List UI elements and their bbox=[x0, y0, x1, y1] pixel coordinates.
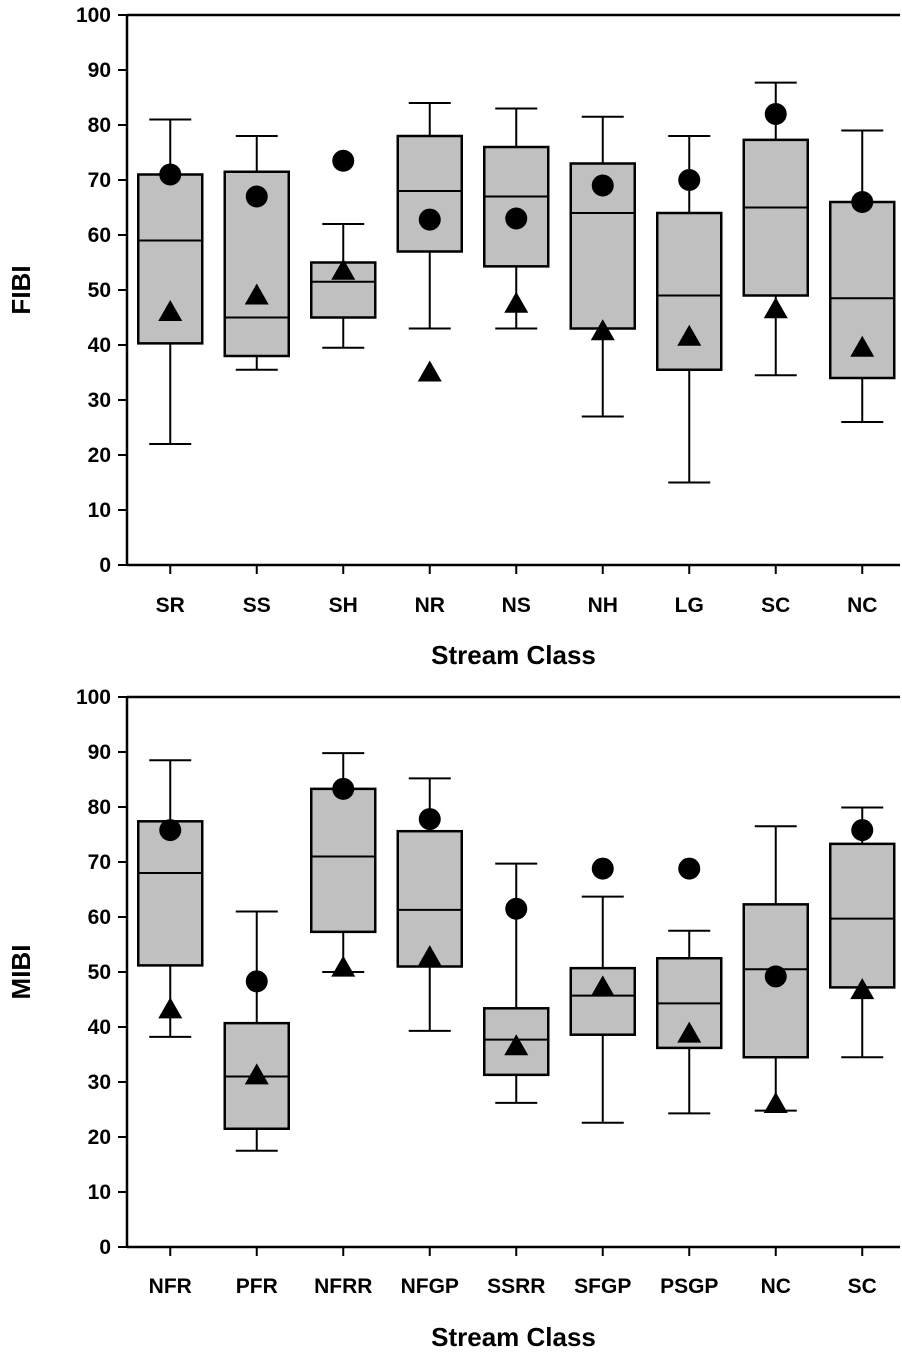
category-label: SH bbox=[329, 594, 358, 617]
circle-marker bbox=[678, 857, 701, 880]
category-label: SC bbox=[761, 594, 790, 617]
circle-marker bbox=[678, 169, 701, 191]
mibi-panel: 0 10 20 30 40 50 60 70 80 90 100 MIBI Stream Class NF… bbox=[6, 686, 900, 1352]
triangle-marker bbox=[331, 955, 356, 977]
y-tick-label: 0 bbox=[99, 1236, 111, 1259]
box-iqr bbox=[829, 842, 896, 989]
triangle-marker bbox=[504, 1034, 529, 1056]
x-axis-title: Stream Class bbox=[431, 1322, 596, 1352]
triangle-marker bbox=[763, 297, 788, 319]
category-label: SSRR bbox=[487, 1275, 545, 1298]
circle-marker bbox=[159, 819, 182, 842]
category-label: NFRR bbox=[314, 1275, 372, 1298]
circle-marker bbox=[764, 103, 787, 125]
y-tick-label: 50 bbox=[88, 279, 111, 302]
triangle-marker bbox=[417, 945, 442, 967]
category-label: PSGP bbox=[660, 1275, 718, 1298]
circle-marker bbox=[851, 819, 874, 842]
y-tick-label: 30 bbox=[88, 1071, 111, 1094]
category-label: NFR bbox=[149, 1275, 192, 1298]
y-tick-label: 70 bbox=[88, 169, 111, 192]
y-tick-label: 70 bbox=[88, 851, 111, 874]
triangle-marker bbox=[677, 324, 702, 346]
triangle-marker bbox=[331, 258, 356, 280]
box-iqr bbox=[396, 829, 463, 968]
circle-marker bbox=[418, 208, 441, 231]
y-tick-label: 90 bbox=[88, 741, 111, 764]
category-label: NR bbox=[415, 594, 445, 617]
category-label: SC bbox=[848, 1275, 877, 1298]
circle-marker bbox=[332, 777, 355, 800]
triangle-marker bbox=[590, 319, 615, 341]
y-tick-label: 100 bbox=[76, 686, 111, 709]
circle-marker bbox=[159, 163, 182, 186]
triangle-marker bbox=[590, 975, 615, 997]
triangle-marker bbox=[244, 283, 269, 305]
circle-marker bbox=[245, 185, 268, 208]
y-tick-label: 40 bbox=[88, 334, 111, 357]
circle-marker bbox=[332, 149, 355, 172]
circle-marker bbox=[245, 970, 268, 993]
box-iqr bbox=[742, 138, 809, 297]
y-tick-label: 20 bbox=[88, 1126, 111, 1149]
circle-marker bbox=[591, 174, 614, 197]
y-axis-title: FIBI bbox=[6, 265, 36, 314]
y-tick-label: 50 bbox=[88, 961, 111, 984]
triangle-marker bbox=[504, 291, 529, 313]
triangle-marker bbox=[244, 1063, 269, 1085]
circle-marker bbox=[851, 191, 874, 213]
y-tick-label: 0 bbox=[99, 554, 111, 577]
triangle-marker bbox=[158, 300, 183, 321]
category-label: NH bbox=[588, 594, 618, 617]
y-tick-label: 60 bbox=[88, 224, 111, 247]
category-label: SS bbox=[243, 594, 271, 617]
y-axis-title: MIBI bbox=[6, 945, 36, 1000]
category-label: PFR bbox=[236, 1275, 278, 1298]
triangle-marker bbox=[763, 1092, 788, 1113]
category-label: LG bbox=[675, 594, 704, 617]
y-tick-label: 10 bbox=[88, 1181, 111, 1204]
box-iqr bbox=[396, 134, 463, 253]
circle-marker bbox=[505, 207, 528, 230]
y-tick-label: 40 bbox=[88, 1016, 111, 1039]
fibi-panel: 0 10 20 30 40 50 60 70 80 90 100 FIBI Stream Class SR… bbox=[6, 4, 900, 670]
y-tick-label: 80 bbox=[88, 796, 111, 819]
x-axis-title: Stream Class bbox=[431, 640, 596, 670]
box-iqr bbox=[656, 211, 723, 371]
box-iqr bbox=[310, 787, 377, 934]
box-iqr bbox=[742, 903, 809, 1059]
category-label: NS bbox=[502, 594, 531, 617]
circle-marker bbox=[505, 897, 528, 920]
y-tick-label: 60 bbox=[88, 906, 111, 929]
box-iqr bbox=[483, 145, 550, 268]
y-tick-label: 80 bbox=[88, 114, 111, 137]
y-tick-label: 100 bbox=[76, 4, 111, 27]
circle-marker bbox=[591, 857, 614, 880]
triangle-marker bbox=[850, 335, 875, 357]
triangle-marker bbox=[158, 997, 183, 1019]
triangle-marker bbox=[417, 360, 442, 382]
triangle-marker bbox=[677, 1021, 702, 1043]
category-label: SR bbox=[156, 594, 185, 617]
y-tick-label: 10 bbox=[88, 499, 111, 522]
y-tick-label: 90 bbox=[88, 59, 111, 82]
circle-marker bbox=[418, 808, 441, 831]
y-tick-label: 20 bbox=[88, 444, 111, 467]
category-label: SFGP bbox=[574, 1275, 631, 1298]
circle-marker bbox=[764, 965, 787, 988]
category-label: NC bbox=[847, 594, 877, 617]
category-label: NFGP bbox=[401, 1275, 459, 1298]
triangle-marker bbox=[850, 978, 875, 1000]
category-label: NC bbox=[761, 1275, 791, 1298]
y-tick-label: 30 bbox=[88, 389, 111, 412]
box-iqr bbox=[137, 820, 204, 967]
